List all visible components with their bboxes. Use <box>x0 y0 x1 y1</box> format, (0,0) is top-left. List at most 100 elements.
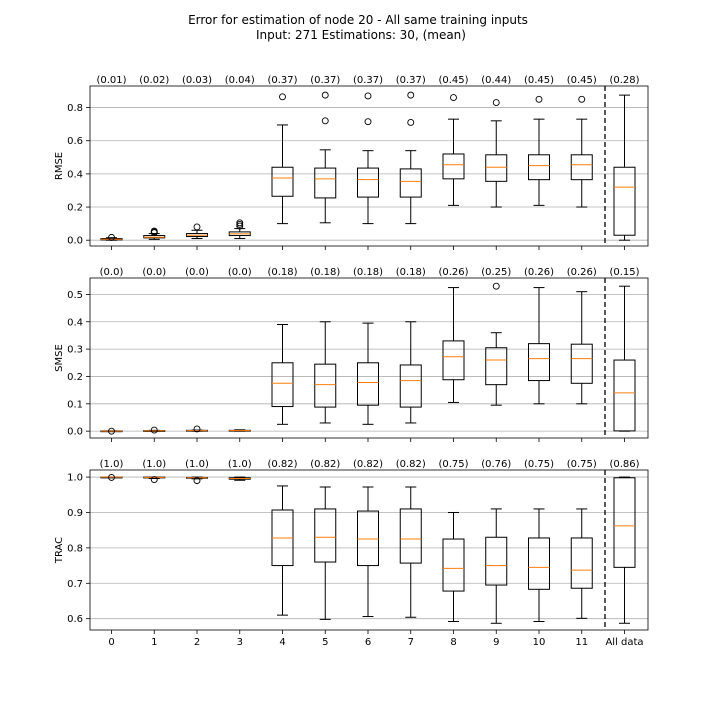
mean-label: (0.18) <box>310 267 340 278</box>
panel-frame <box>89 85 649 247</box>
box-iqr <box>570 154 593 181</box>
flier-point <box>450 94 457 102</box>
box-iqr <box>485 536 508 586</box>
box-0: (1.0) <box>100 459 124 634</box>
flier-point <box>364 118 372 126</box>
box-2: (0.0) <box>185 267 209 442</box>
mean-label: (1.0) <box>142 459 166 470</box>
mean-label: (0.26) <box>438 267 468 278</box>
y-tick-label: 0.1 <box>67 399 83 410</box>
box-0: (0.01) <box>96 75 127 250</box>
box-5: (0.82) <box>310 459 340 634</box>
y-tick-label: 0.7 <box>67 579 83 590</box>
box-10: (0.26) <box>524 267 554 442</box>
box-iqr <box>314 167 337 199</box>
panel-smse: 0.0 0.1 0.2 0.3 0.4 0.5 SMSE (0.0) (0.0) (0.0) (0.… <box>54 267 649 442</box>
box-7: (0.37) <box>396 75 426 250</box>
x-tick-label: 5 <box>322 637 328 648</box>
y-tick-label: 1.0 <box>67 473 83 484</box>
box-iqr <box>613 477 636 568</box>
y-axis-label: RMSE <box>54 152 65 180</box>
mean-label: (0.82) <box>267 459 297 470</box>
mean-label: (0.01) <box>96 75 126 86</box>
chart-subtitle: Input: 271 Estimations: 30, (mean) <box>256 28 466 42</box>
mean-label: (0.37) <box>396 75 426 86</box>
flier-point <box>321 91 329 99</box>
flier-point <box>492 99 500 107</box>
y-tick-label: 0.6 <box>67 614 83 625</box>
panel-frame <box>89 469 649 631</box>
mean-label: (1.0) <box>100 459 124 470</box>
mean-label: (0.28) <box>609 75 639 86</box>
box-2: (1.0) <box>185 459 209 634</box>
box-iqr <box>357 510 379 567</box>
chart-title: Error for estimation of node 20 - All sa… <box>188 13 528 27</box>
box-iqr <box>613 166 636 236</box>
box-10: (0.45) <box>524 75 554 250</box>
box-iqr <box>357 167 379 198</box>
y-axis-label: SMSE <box>54 344 65 372</box>
y-tick-label: 0.3 <box>67 345 83 356</box>
flier-point <box>108 233 115 241</box>
box-iqr <box>271 166 294 197</box>
box-11: (0.75) <box>567 459 597 634</box>
mean-label: (0.25) <box>481 267 511 278</box>
mean-label: (0.02) <box>139 75 169 86</box>
flier-point <box>407 91 415 99</box>
flier-point <box>108 427 115 435</box>
y-tick-label: 0.4 <box>67 317 83 328</box>
box-6: (0.18) <box>353 267 383 442</box>
box-iqr <box>399 168 422 198</box>
y-tick-label: 0.2 <box>67 203 83 214</box>
box-iqr <box>570 343 593 384</box>
box-0: (0.0) <box>100 267 124 442</box>
box-9: (0.25) <box>481 267 511 442</box>
box-iqr <box>314 363 337 408</box>
box-8: (0.75) <box>438 459 469 634</box>
mean-label: (0.37) <box>310 75 340 86</box>
box-iqr <box>271 362 294 408</box>
flier-point <box>321 117 329 125</box>
box-iqr <box>314 508 337 563</box>
x-tick-label: All data <box>605 637 643 648</box>
box-all-data: (0.86) <box>609 459 640 634</box>
y-tick-label: 0.0 <box>67 427 83 438</box>
x-tick-label: 3 <box>237 637 243 648</box>
mean-label: (0.82) <box>310 459 340 470</box>
box-iqr <box>442 340 465 381</box>
x-tick-label: 8 <box>450 637 456 648</box>
mean-label: (0.18) <box>267 267 297 278</box>
panel-frame <box>89 277 649 439</box>
x-tick-label: 2 <box>194 637 200 648</box>
x-tick-label: 10 <box>533 637 546 648</box>
panels-group: 0.0 0.2 0.4 0.6 0.8 RMSE (0.01) (0.02) (0.03) (0.… <box>54 75 649 648</box>
mean-label: (0.86) <box>609 459 639 470</box>
box-1: (0.0) <box>142 267 166 442</box>
box-8: (0.26) <box>438 267 469 442</box>
box-iqr <box>613 359 636 432</box>
flier-point <box>279 93 286 101</box>
mean-label: (0.04) <box>225 75 255 86</box>
flier-point <box>150 476 158 484</box>
y-tick-label: 0.2 <box>67 372 83 383</box>
y-tick-label: 0.9 <box>67 508 83 519</box>
box-2: (0.03) <box>182 75 212 250</box>
y-tick-label: 0.8 <box>67 103 83 114</box>
mean-label: (0.45) <box>567 75 597 86</box>
box-7: (0.18) <box>396 267 426 442</box>
box-iqr <box>485 154 508 182</box>
x-tick-label: 1 <box>151 637 157 648</box>
mean-label: (0.44) <box>481 75 511 86</box>
mean-label: (0.18) <box>353 267 383 278</box>
panel-trac: 0.6 0.7 0.8 0.9 1.0 TRAC (1.0) (1.0) (1.0) (1.0) (… <box>54 459 649 648</box>
box-6: (0.82) <box>353 459 383 634</box>
box-4: (0.37) <box>267 75 298 250</box>
x-tick-label: 0 <box>108 637 114 648</box>
mean-label: (1.0) <box>185 459 209 470</box>
box-11: (0.45) <box>567 75 597 250</box>
box-iqr <box>528 154 550 181</box>
mean-label: (0.0) <box>100 267 124 278</box>
flier-point <box>193 223 201 231</box>
x-tick-label: 6 <box>365 637 371 648</box>
